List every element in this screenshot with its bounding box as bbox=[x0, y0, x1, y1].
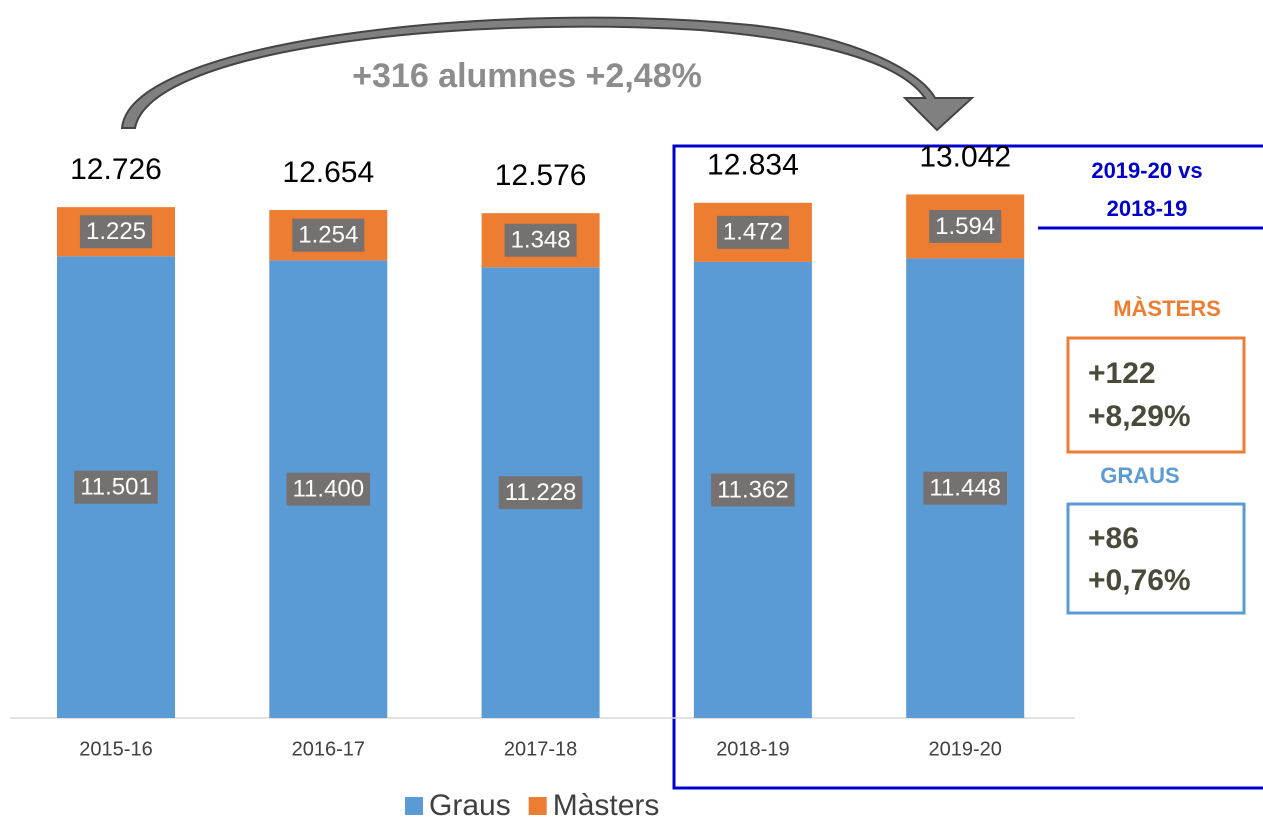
value-label-box bbox=[716, 215, 789, 249]
change-annotation: +316 alumnes +2,48% bbox=[352, 57, 702, 95]
total-label: 12.576 bbox=[495, 159, 587, 192]
total-label: 13.042 bbox=[919, 140, 1011, 173]
masters-change: +8,29% bbox=[1088, 400, 1191, 433]
graus-title: GRAUS bbox=[1100, 463, 1179, 488]
total-label: 12.654 bbox=[282, 156, 374, 189]
masters-title: MÀSTERS bbox=[1113, 296, 1221, 321]
value-label-box bbox=[711, 473, 795, 507]
total-label: 12.834 bbox=[707, 149, 799, 182]
value-label: 1.225 bbox=[86, 218, 146, 245]
legend-label: Màsters bbox=[553, 789, 660, 822]
comparison-frame bbox=[672, 144, 1263, 790]
total-label: 12.726 bbox=[70, 153, 162, 186]
value-label-box bbox=[504, 223, 577, 257]
comparison-label: 2018-19 bbox=[1107, 196, 1188, 221]
x-tick-label: 2017-18 bbox=[504, 738, 577, 760]
x-tick-label: 2016-17 bbox=[292, 738, 365, 760]
value-label: 11.228 bbox=[505, 479, 577, 506]
value-label: 11.400 bbox=[292, 476, 364, 503]
value-label: 11.362 bbox=[717, 476, 789, 503]
value-label-box bbox=[498, 476, 583, 510]
value-label-box bbox=[79, 215, 153, 249]
value-label: 11.448 bbox=[929, 475, 1001, 502]
value-label: 1.254 bbox=[298, 222, 358, 249]
legend-swatch bbox=[405, 797, 423, 815]
graus-change: +86 bbox=[1088, 522, 1139, 555]
value-label-box bbox=[292, 218, 365, 252]
arrow bbox=[120, 16, 975, 132]
x-tick-label: 2018-19 bbox=[716, 738, 789, 760]
value-label: 1.348 bbox=[511, 227, 571, 254]
masters-change: +122 bbox=[1088, 357, 1156, 390]
masters-box bbox=[1066, 336, 1246, 454]
graus-change: +0,76% bbox=[1088, 564, 1191, 597]
comparison-label: 2019-20 vs bbox=[1091, 158, 1202, 183]
value-label-box bbox=[74, 470, 158, 504]
value-label: 1.472 bbox=[723, 219, 783, 246]
legend-swatch bbox=[528, 797, 547, 815]
graus-box bbox=[1066, 502, 1246, 615]
value-label-box bbox=[929, 209, 1002, 243]
x-tick-label: 2019-20 bbox=[928, 738, 1001, 760]
value-label: 11.501 bbox=[80, 474, 152, 501]
x-tick-label: 2015-16 bbox=[79, 738, 152, 760]
value-label-box bbox=[923, 471, 1008, 505]
legend-label: Graus bbox=[429, 789, 511, 822]
value-label: 1.594 bbox=[935, 213, 995, 240]
value-label-box bbox=[286, 472, 371, 506]
